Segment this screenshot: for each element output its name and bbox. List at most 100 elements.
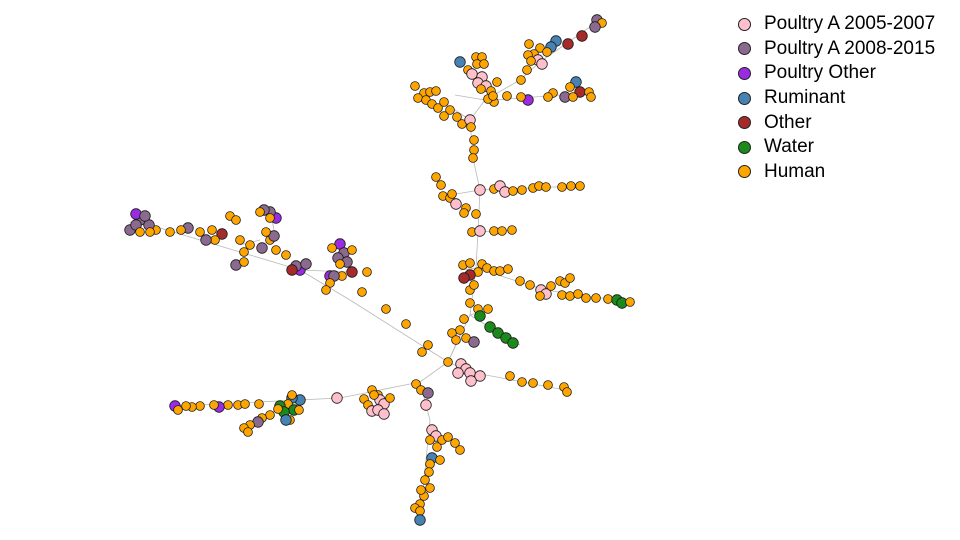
network-node (431, 86, 441, 96)
network-node (245, 240, 255, 250)
legend-swatch (738, 165, 751, 179)
network-node (469, 135, 479, 145)
network-node (425, 483, 435, 493)
network-node (575, 181, 585, 191)
network-node (378, 408, 390, 420)
network-node (265, 410, 275, 420)
network-node (216, 228, 228, 240)
network-node (235, 235, 245, 245)
network-node (432, 442, 442, 452)
network-node (436, 180, 446, 190)
network-node (495, 266, 505, 276)
network-node (176, 225, 186, 235)
network-node (517, 185, 527, 195)
network-node (287, 390, 297, 400)
network-node (508, 186, 518, 196)
network-node (488, 91, 498, 101)
network-node (474, 370, 486, 382)
legend-swatch (738, 17, 751, 31)
network-node (145, 227, 155, 237)
network-node (433, 103, 443, 113)
network-node (492, 77, 502, 87)
network-node (505, 371, 515, 381)
legend-item-water: Water (738, 135, 935, 160)
network-node (414, 514, 426, 526)
network-node (265, 213, 275, 223)
network-node (543, 380, 553, 390)
network-node (422, 387, 434, 399)
network-node (543, 92, 553, 102)
network-node (503, 264, 513, 274)
network-node (455, 445, 465, 455)
network-node (335, 259, 345, 269)
network-node (165, 227, 175, 237)
network-nodes (124, 14, 635, 526)
network-node (469, 145, 479, 155)
network-node (435, 455, 445, 465)
network-node (420, 475, 430, 485)
network-edge (299, 269, 351, 301)
network-node (261, 227, 271, 237)
network-node (452, 112, 462, 122)
network-node (416, 485, 426, 495)
legend-item-poultry-other: Poultry Other (738, 61, 935, 86)
network-node (507, 337, 519, 349)
network-node (410, 81, 420, 91)
network-node (535, 291, 545, 301)
network-node (483, 304, 493, 314)
network-node (281, 250, 291, 260)
network-node (557, 182, 567, 192)
network-node (450, 198, 462, 210)
network-node (517, 377, 527, 387)
network-node (468, 153, 478, 163)
network-node (401, 319, 411, 329)
network-node (439, 111, 449, 121)
network-node (536, 58, 548, 70)
network-node (443, 432, 453, 442)
network-node (515, 276, 525, 286)
network-node (586, 92, 596, 102)
network-node (240, 399, 250, 409)
network-node (347, 245, 357, 255)
network-node (200, 234, 212, 246)
network-node (331, 392, 343, 404)
network-node (557, 290, 567, 300)
legend-label: Water (764, 136, 814, 158)
network-node (300, 258, 312, 270)
network-node (484, 321, 496, 333)
legend-swatch (738, 140, 751, 154)
network-node (516, 92, 526, 102)
network-node (256, 242, 268, 254)
network-node (239, 247, 249, 257)
network-node (573, 289, 583, 299)
network-node (576, 30, 588, 42)
legend-label: Other (764, 111, 812, 133)
network-edge (339, 381, 421, 399)
network-node (451, 335, 461, 345)
legend-item-human: Human (738, 160, 935, 185)
network-node (466, 68, 478, 80)
network-node (445, 105, 455, 115)
network-node (603, 294, 613, 304)
network-node (562, 387, 572, 397)
network-node (546, 281, 556, 291)
network-node (271, 245, 281, 255)
network-node (369, 390, 379, 400)
network-node (425, 459, 435, 469)
network-node (173, 405, 183, 415)
legend-item-poultry-a-2005-2007: Poultry A 2005-2007 (738, 12, 935, 37)
network-node (273, 404, 283, 414)
network-node (525, 280, 535, 290)
network-node (497, 226, 507, 236)
network-node (589, 21, 601, 33)
network-node (471, 209, 481, 219)
network-node (465, 375, 477, 387)
network-node (280, 414, 292, 426)
network-node (209, 400, 219, 410)
network-node (455, 325, 465, 335)
network-node (452, 367, 464, 379)
network-node (362, 267, 372, 277)
network-node (381, 304, 391, 314)
network-node (565, 273, 575, 283)
